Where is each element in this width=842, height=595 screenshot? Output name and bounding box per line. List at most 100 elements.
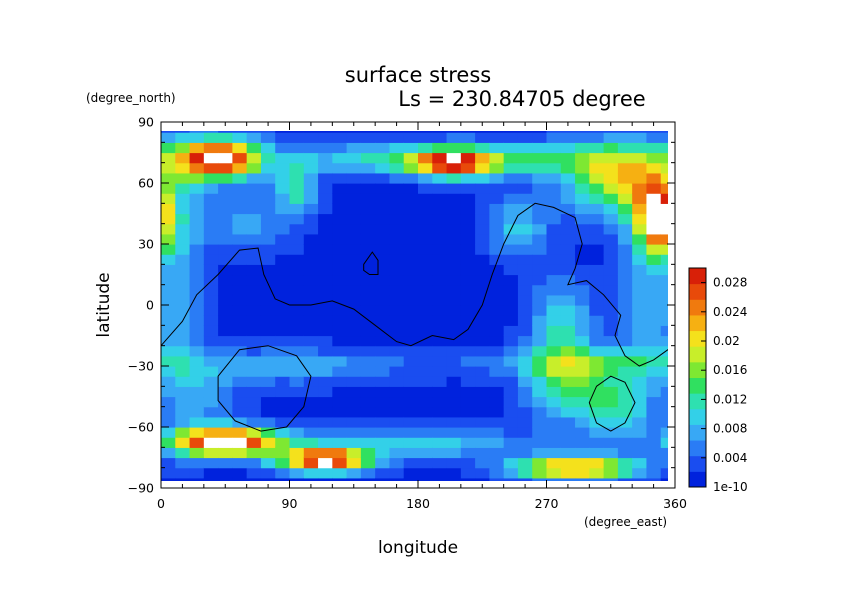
heatmap-cell (246, 152, 262, 164)
heatmap-cell (389, 183, 405, 194)
heatmap-cell (175, 254, 191, 265)
heatmap-cell (275, 274, 291, 286)
heatmap-cell (546, 294, 562, 306)
heatmap-cell (632, 396, 648, 408)
heatmap-cell (175, 244, 191, 255)
heatmap-cell (289, 366, 305, 377)
heatmap-cell (560, 131, 576, 133)
heatmap-cell (575, 233, 590, 245)
heatmap-cell (375, 132, 391, 143)
heatmap-cell (218, 162, 233, 174)
heatmap-cell (332, 172, 348, 184)
heatmap-cell (446, 325, 462, 337)
heatmap-cell (517, 345, 533, 357)
heatmap-cell (418, 325, 433, 337)
heatmap-cell (332, 376, 348, 387)
heatmap-cell (546, 416, 562, 428)
heatmap-cell (203, 396, 219, 408)
heatmap-cell (475, 203, 490, 215)
heatmap-cell (275, 477, 291, 481)
heatmap-cell (418, 396, 433, 408)
heatmap-cell (303, 305, 319, 316)
heatmap-cell (175, 274, 191, 286)
heatmap-cell (218, 315, 233, 326)
heatmap-cell (161, 396, 176, 408)
heatmap-cell (346, 416, 362, 428)
heatmap-cell (432, 294, 448, 306)
heatmap-cell (275, 315, 291, 326)
heatmap-cell (603, 355, 619, 367)
heatmap-cell (560, 386, 576, 398)
heatmap-cell (560, 406, 576, 418)
y-tick-label: −60 (128, 420, 154, 435)
heatmap-cell (346, 203, 362, 215)
heatmap-cell (617, 264, 633, 276)
heatmap-cell (603, 386, 619, 398)
heatmap-cell (303, 447, 319, 459)
heatmap-cell (517, 203, 533, 215)
heatmap-cell (460, 172, 476, 184)
heatmap-cell (275, 366, 291, 377)
heatmap-cell (189, 427, 205, 438)
heatmap-cell (418, 162, 433, 174)
heatmap-cell (475, 396, 490, 408)
heatmap-cell (460, 131, 476, 133)
heatmap-cell (432, 233, 448, 245)
heatmap-cell (503, 305, 519, 316)
heatmap-cell (275, 396, 291, 408)
heatmap-cell (332, 233, 348, 245)
heatmap-cell (360, 274, 376, 286)
heatmap-cell (318, 274, 333, 286)
heatmap-cell (475, 244, 490, 255)
heatmap-cell (418, 355, 433, 367)
heatmap-cell (603, 264, 619, 276)
heatmap-cell (403, 386, 419, 398)
heatmap-cell (460, 335, 476, 347)
heatmap-cell (517, 142, 533, 154)
heatmap-cell (546, 386, 562, 398)
heatmap-cell (403, 183, 419, 194)
heatmap-cell (560, 213, 576, 225)
heatmap-cell (560, 193, 576, 204)
heatmap-cell (275, 355, 291, 367)
heatmap-cell (603, 437, 619, 448)
x-axis: 0 90 180 270 360 (157, 122, 687, 511)
heatmap-cell (575, 183, 590, 194)
heatmap-cell (389, 244, 405, 255)
heatmap-cell (546, 274, 562, 286)
heatmap-cell (289, 345, 305, 357)
heatmap-cell (617, 427, 633, 438)
heatmap-cell (303, 396, 319, 408)
heatmap-cell (189, 315, 205, 326)
heatmap-cell (632, 366, 648, 377)
y-tick-label: 90 (138, 115, 154, 130)
heatmap-cell (546, 132, 562, 143)
heatmap-cell (560, 366, 576, 377)
heatmap-cell (360, 345, 376, 357)
heatmap-cell (275, 305, 291, 316)
heatmap-cell (275, 376, 291, 387)
heatmap-cell (418, 366, 433, 377)
heatmap-cell (189, 447, 205, 459)
heatmap-cell (432, 264, 448, 276)
heatmap-cell (446, 193, 462, 204)
heatmap-cell (332, 132, 348, 143)
heatmap-cell (318, 427, 333, 438)
heatmap-cell (646, 183, 662, 194)
heatmap-cell (517, 447, 533, 459)
heatmap-cell (517, 457, 533, 469)
heatmap-cell (646, 386, 662, 398)
heatmap-cell (218, 345, 233, 357)
heatmap-cell (460, 152, 476, 164)
heatmap-cell (303, 233, 319, 245)
heatmap-cell (246, 233, 262, 245)
heatmap-cell (446, 264, 462, 276)
heatmap-cell (203, 152, 219, 164)
heatmap-cell (532, 183, 548, 194)
heatmap-cell (532, 386, 548, 398)
heatmap-cell (575, 274, 590, 286)
heatmap-cell (660, 406, 668, 418)
heatmap-cell (375, 355, 391, 367)
heatmap-cell (189, 244, 205, 255)
heatmap-cell (303, 366, 319, 377)
